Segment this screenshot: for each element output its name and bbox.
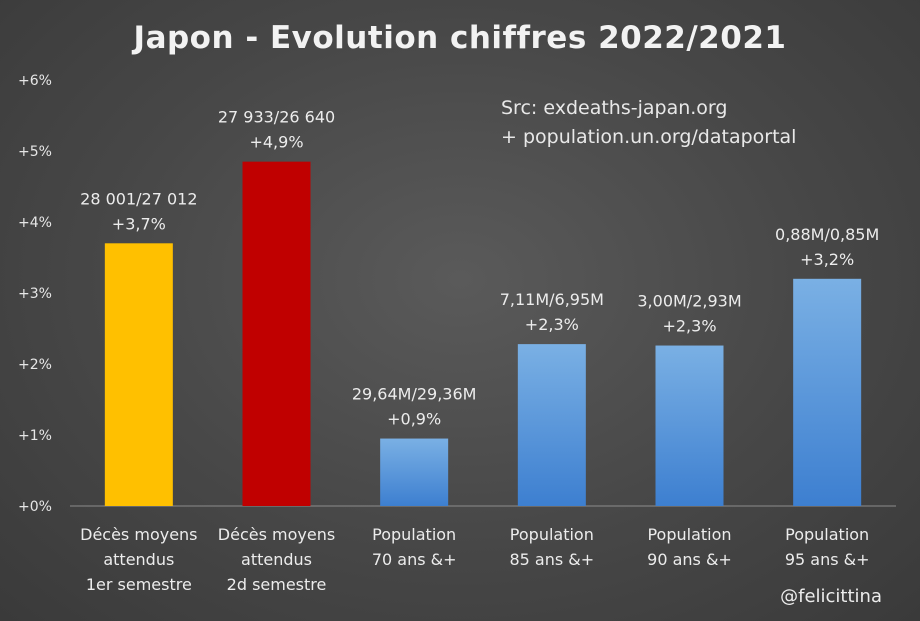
y-tick-label: +0% bbox=[18, 499, 52, 515]
category-label: Population bbox=[372, 525, 456, 544]
data-label: 7,11M/6,95M bbox=[500, 290, 604, 309]
category-label: 85 ans &+ bbox=[509, 550, 594, 569]
source-note: Src: exdeaths-japan.org + population.un.… bbox=[501, 94, 796, 152]
category-label: Population bbox=[647, 525, 731, 544]
credit-handle: @felicittina bbox=[780, 586, 882, 607]
bar bbox=[517, 344, 586, 506]
data-label: +0,9% bbox=[387, 410, 441, 429]
category-label: 1er semestre bbox=[86, 575, 192, 594]
data-label: 28 001/27 012 bbox=[80, 189, 197, 208]
y-tick-label: +3% bbox=[18, 286, 52, 302]
chart-title: Japon - Evolution chiffres 2022/2021 bbox=[133, 20, 787, 56]
category-label: 90 ans &+ bbox=[647, 550, 732, 569]
data-label: +2,3% bbox=[662, 317, 716, 336]
data-label: 0,88M/0,85M bbox=[775, 225, 879, 244]
category-label: attendus bbox=[241, 550, 312, 569]
source-line-2: + population.un.org/dataportal bbox=[501, 126, 797, 148]
y-tick-label: +4% bbox=[18, 215, 52, 231]
bar bbox=[793, 278, 862, 506]
category-label: 2d semestre bbox=[227, 575, 327, 594]
data-label: 29,64M/29,36M bbox=[352, 385, 477, 404]
source-line-1: Src: exdeaths-japan.org bbox=[501, 97, 728, 119]
y-tick-label: +6% bbox=[18, 73, 52, 89]
y-tick-label: +1% bbox=[18, 428, 52, 444]
y-tick-label: +2% bbox=[18, 357, 52, 373]
data-label: +4,9% bbox=[249, 133, 303, 152]
data-label: +3,2% bbox=[800, 250, 854, 269]
bar bbox=[655, 345, 724, 506]
category-label: 95 ans &+ bbox=[785, 550, 870, 569]
category-label: Décès moyens bbox=[80, 525, 197, 544]
y-tick-label: +5% bbox=[18, 144, 52, 160]
category-label: attendus bbox=[103, 550, 174, 569]
category-label: Population bbox=[785, 525, 869, 544]
data-label: +3,7% bbox=[112, 214, 166, 233]
bar bbox=[104, 243, 173, 507]
category-label: Population bbox=[510, 525, 594, 544]
data-label: 27 933/26 640 bbox=[218, 108, 335, 127]
data-label: 3,00M/2,93M bbox=[637, 292, 741, 311]
data-label: +2,3% bbox=[525, 315, 579, 334]
bar bbox=[242, 161, 311, 506]
category-label: 70 ans &+ bbox=[372, 550, 457, 569]
bar bbox=[380, 438, 449, 506]
category-label: Décès moyens bbox=[218, 525, 335, 544]
